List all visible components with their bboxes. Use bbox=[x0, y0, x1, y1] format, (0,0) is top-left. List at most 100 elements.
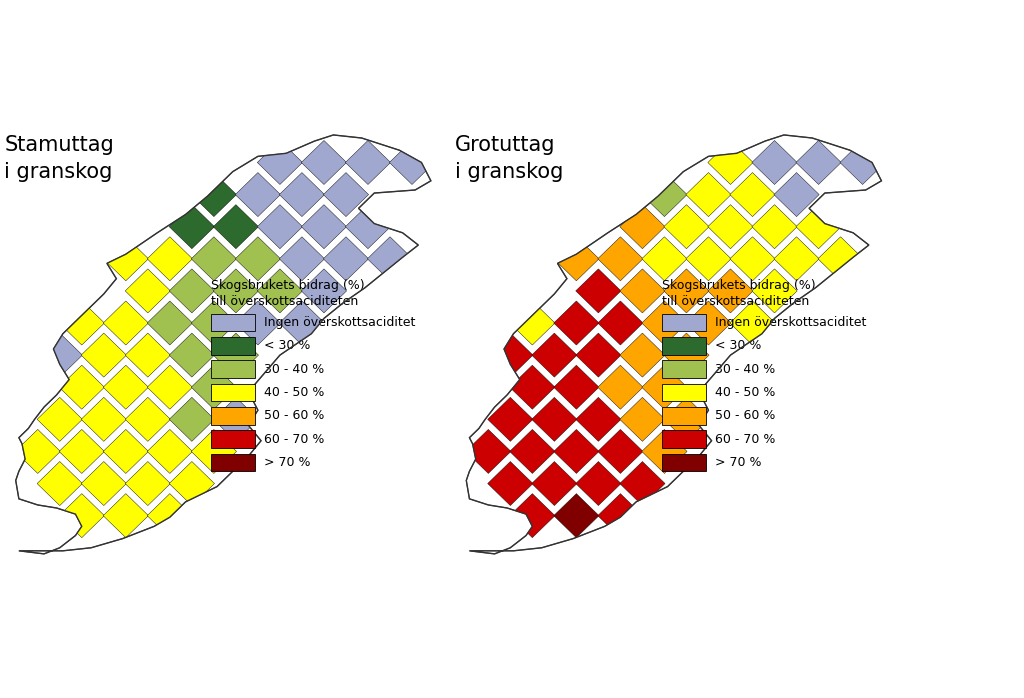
PathPatch shape bbox=[531, 461, 577, 505]
Text: Skogsbrukets bidrag (%)
till överskottsaciditeten: Skogsbrukets bidrag (%) till överskottsa… bbox=[662, 279, 815, 308]
Text: 30 - 40 %: 30 - 40 % bbox=[264, 363, 325, 376]
PathPatch shape bbox=[554, 429, 599, 473]
PathPatch shape bbox=[796, 205, 841, 248]
PathPatch shape bbox=[59, 493, 104, 537]
PathPatch shape bbox=[664, 333, 709, 377]
FancyBboxPatch shape bbox=[662, 314, 706, 332]
PathPatch shape bbox=[554, 301, 599, 345]
PathPatch shape bbox=[324, 172, 369, 216]
PathPatch shape bbox=[752, 269, 797, 313]
PathPatch shape bbox=[554, 365, 599, 409]
Text: Ingen överskottsaciditet: Ingen överskottsaciditet bbox=[715, 316, 866, 329]
PathPatch shape bbox=[840, 140, 885, 184]
PathPatch shape bbox=[169, 461, 214, 505]
PathPatch shape bbox=[642, 172, 687, 216]
PathPatch shape bbox=[752, 140, 797, 184]
PathPatch shape bbox=[213, 269, 258, 313]
Text: 40 - 50 %: 40 - 50 % bbox=[715, 386, 775, 399]
FancyBboxPatch shape bbox=[211, 431, 255, 448]
PathPatch shape bbox=[620, 461, 665, 505]
Text: 50 - 60 %: 50 - 60 % bbox=[715, 410, 775, 422]
PathPatch shape bbox=[554, 237, 599, 281]
PathPatch shape bbox=[213, 333, 258, 377]
PathPatch shape bbox=[345, 140, 390, 184]
PathPatch shape bbox=[818, 237, 863, 281]
PathPatch shape bbox=[510, 493, 555, 537]
FancyBboxPatch shape bbox=[662, 337, 706, 355]
PathPatch shape bbox=[59, 429, 104, 473]
PathPatch shape bbox=[730, 237, 775, 281]
PathPatch shape bbox=[752, 205, 797, 248]
PathPatch shape bbox=[531, 397, 577, 441]
Text: > 70 %: > 70 % bbox=[264, 456, 310, 469]
FancyBboxPatch shape bbox=[662, 407, 706, 425]
PathPatch shape bbox=[169, 205, 214, 248]
PathPatch shape bbox=[620, 205, 665, 248]
PathPatch shape bbox=[147, 237, 193, 281]
PathPatch shape bbox=[236, 301, 281, 345]
PathPatch shape bbox=[37, 333, 82, 377]
PathPatch shape bbox=[664, 397, 709, 441]
FancyBboxPatch shape bbox=[211, 454, 255, 471]
Text: 30 - 40 %: 30 - 40 % bbox=[715, 363, 775, 376]
PathPatch shape bbox=[257, 140, 302, 184]
Text: 60 - 70 %: 60 - 70 % bbox=[264, 433, 325, 446]
PathPatch shape bbox=[730, 301, 775, 345]
PathPatch shape bbox=[213, 397, 258, 441]
PathPatch shape bbox=[169, 269, 214, 313]
PathPatch shape bbox=[345, 205, 390, 248]
FancyBboxPatch shape bbox=[211, 360, 255, 378]
PathPatch shape bbox=[642, 237, 687, 281]
PathPatch shape bbox=[191, 237, 237, 281]
PathPatch shape bbox=[103, 301, 148, 345]
PathPatch shape bbox=[575, 461, 621, 505]
PathPatch shape bbox=[125, 269, 170, 313]
Text: 60 - 70 %: 60 - 70 % bbox=[715, 433, 775, 446]
PathPatch shape bbox=[686, 301, 731, 345]
PathPatch shape bbox=[598, 237, 643, 281]
FancyBboxPatch shape bbox=[662, 431, 706, 448]
PathPatch shape bbox=[103, 365, 148, 409]
PathPatch shape bbox=[510, 429, 555, 473]
FancyBboxPatch shape bbox=[662, 384, 706, 401]
PathPatch shape bbox=[487, 397, 532, 441]
PathPatch shape bbox=[389, 140, 434, 184]
PathPatch shape bbox=[575, 333, 621, 377]
PathPatch shape bbox=[368, 237, 413, 281]
PathPatch shape bbox=[554, 493, 599, 537]
PathPatch shape bbox=[301, 140, 346, 184]
PathPatch shape bbox=[642, 429, 687, 473]
PathPatch shape bbox=[620, 397, 665, 441]
PathPatch shape bbox=[642, 365, 687, 409]
PathPatch shape bbox=[103, 237, 148, 281]
PathPatch shape bbox=[301, 205, 346, 248]
PathPatch shape bbox=[81, 461, 126, 505]
PathPatch shape bbox=[324, 237, 369, 281]
PathPatch shape bbox=[169, 397, 214, 441]
PathPatch shape bbox=[575, 397, 621, 441]
FancyBboxPatch shape bbox=[211, 337, 255, 355]
PathPatch shape bbox=[466, 429, 511, 473]
Text: < 30 %: < 30 % bbox=[715, 339, 761, 352]
PathPatch shape bbox=[81, 397, 126, 441]
PathPatch shape bbox=[466, 135, 882, 554]
PathPatch shape bbox=[510, 301, 555, 345]
Text: Skogsbrukets bidrag (%)
till överskottsaciditeten: Skogsbrukets bidrag (%) till överskottsa… bbox=[211, 279, 365, 308]
PathPatch shape bbox=[280, 172, 325, 216]
PathPatch shape bbox=[103, 493, 148, 537]
PathPatch shape bbox=[125, 461, 170, 505]
PathPatch shape bbox=[81, 333, 126, 377]
PathPatch shape bbox=[257, 205, 302, 248]
PathPatch shape bbox=[686, 172, 731, 216]
PathPatch shape bbox=[147, 301, 193, 345]
PathPatch shape bbox=[730, 172, 775, 216]
FancyBboxPatch shape bbox=[211, 384, 255, 401]
PathPatch shape bbox=[236, 237, 281, 281]
Text: Grotuttag
i granskog: Grotuttag i granskog bbox=[455, 135, 563, 182]
PathPatch shape bbox=[15, 429, 60, 473]
PathPatch shape bbox=[191, 301, 237, 345]
FancyBboxPatch shape bbox=[662, 360, 706, 378]
PathPatch shape bbox=[774, 172, 819, 216]
PathPatch shape bbox=[301, 269, 346, 313]
PathPatch shape bbox=[191, 172, 237, 216]
